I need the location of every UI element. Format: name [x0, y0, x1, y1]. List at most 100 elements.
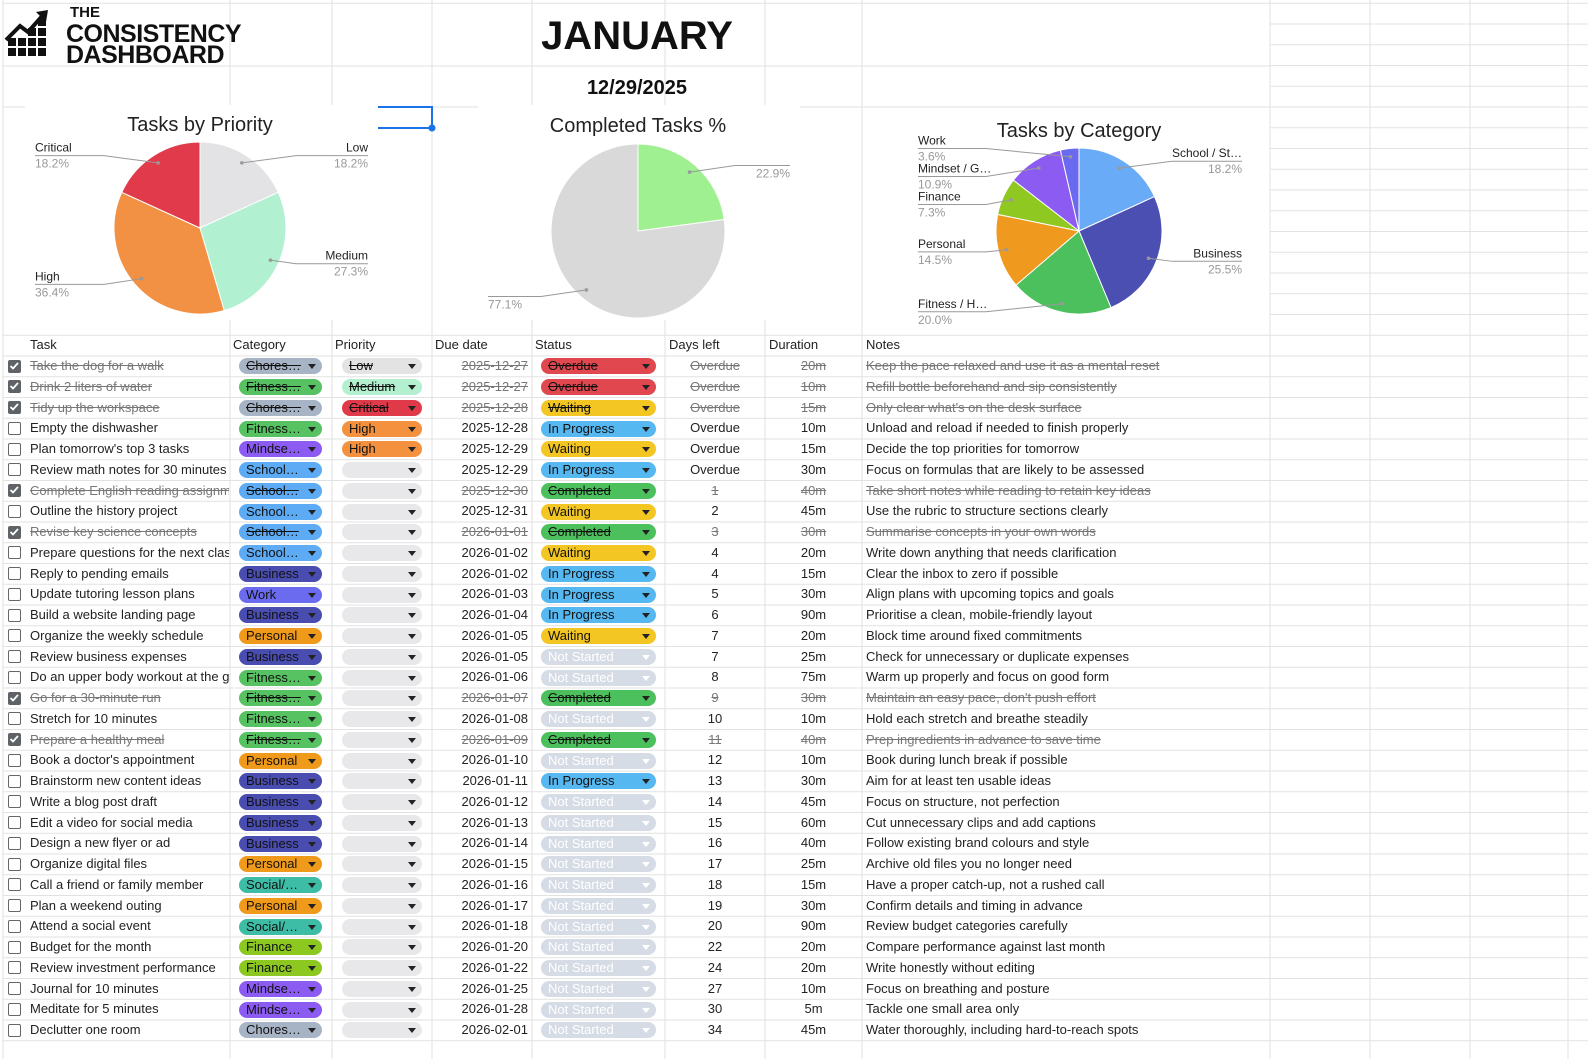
- dropdown-arrow[interactable]: [642, 800, 650, 806]
- dropdown-arrow[interactable]: [308, 385, 316, 391]
- dropdown-arrow[interactable]: [408, 924, 416, 930]
- priority-chip[interactable]: [342, 773, 422, 790]
- category-chip[interactable]: Mindse…: [239, 441, 322, 458]
- dropdown-arrow[interactable]: [642, 530, 650, 536]
- checkbox[interactable]: [8, 463, 21, 477]
- dropdown-arrow[interactable]: [408, 717, 416, 723]
- checkbox[interactable]: [8, 774, 21, 788]
- dropdown-arrow[interactable]: [642, 862, 650, 868]
- dropdown-arrow[interactable]: [642, 696, 650, 702]
- dropdown-arrow[interactable]: [408, 447, 416, 453]
- checkbox[interactable]: [8, 795, 21, 809]
- priority-chip[interactable]: High: [342, 441, 422, 458]
- category-chip[interactable]: Personal: [239, 752, 322, 769]
- category-chip[interactable]: Business: [239, 814, 322, 831]
- checkbox[interactable]: [8, 753, 21, 767]
- dropdown-arrow[interactable]: [642, 945, 650, 951]
- dropdown-arrow[interactable]: [642, 924, 650, 930]
- category-chip[interactable]: Chores…: [239, 358, 322, 375]
- dropdown-arrow[interactable]: [642, 654, 650, 660]
- dropdown-arrow[interactable]: [408, 405, 416, 411]
- category-chip[interactable]: School…: [239, 482, 322, 499]
- dropdown-arrow[interactable]: [308, 1028, 316, 1034]
- dropdown-arrow[interactable]: [642, 634, 650, 640]
- status-chip[interactable]: Completed: [541, 524, 656, 541]
- checkbox[interactable]: [8, 650, 21, 663]
- priority-chip[interactable]: [342, 545, 422, 562]
- dropdown-arrow[interactable]: [408, 1028, 416, 1034]
- dropdown-arrow[interactable]: [642, 883, 650, 889]
- status-chip[interactable]: Waiting: [541, 545, 656, 562]
- checkbox[interactable]: [8, 836, 21, 850]
- status-chip[interactable]: Completed: [541, 731, 656, 748]
- dropdown-arrow[interactable]: [642, 592, 650, 598]
- dropdown-arrow[interactable]: [642, 820, 650, 826]
- dropdown-arrow[interactable]: [408, 571, 416, 577]
- category-chip[interactable]: Fitness…: [239, 711, 322, 728]
- dropdown-arrow[interactable]: [308, 841, 316, 847]
- dropdown-arrow[interactable]: [642, 385, 650, 391]
- dropdown-arrow[interactable]: [642, 364, 650, 370]
- checkbox[interactable]: [8, 525, 21, 539]
- priority-chip[interactable]: [342, 628, 422, 645]
- checkbox[interactable]: [8, 608, 21, 622]
- dropdown-arrow[interactable]: [642, 426, 650, 432]
- dropdown-arrow[interactable]: [308, 924, 316, 930]
- category-chip[interactable]: Fitness…: [239, 690, 322, 707]
- status-chip[interactable]: Not Started: [541, 711, 656, 728]
- dropdown-arrow[interactable]: [308, 1007, 316, 1013]
- checkbox[interactable]: [8, 857, 21, 871]
- status-chip[interactable]: Overdue: [541, 379, 656, 396]
- category-chip[interactable]: Business: [239, 835, 322, 852]
- status-chip[interactable]: Not Started: [541, 1022, 656, 1039]
- dropdown-arrow[interactable]: [408, 800, 416, 806]
- dropdown-arrow[interactable]: [642, 779, 650, 785]
- category-chip[interactable]: Mindse…: [239, 980, 322, 997]
- checkbox[interactable]: [8, 961, 21, 975]
- status-chip[interactable]: Not Started: [541, 794, 656, 811]
- priority-chip[interactable]: Low: [342, 358, 422, 375]
- dropdown-arrow[interactable]: [308, 405, 316, 411]
- dropdown-arrow[interactable]: [642, 613, 650, 619]
- dropdown-arrow[interactable]: [408, 364, 416, 370]
- status-chip[interactable]: In Progress: [541, 565, 656, 582]
- dropdown-arrow[interactable]: [408, 696, 416, 702]
- checkbox[interactable]: [8, 1023, 21, 1037]
- checkbox[interactable]: [8, 691, 21, 705]
- category-chip[interactable]: Fitness…: [239, 379, 322, 396]
- priority-chip[interactable]: [342, 794, 422, 811]
- status-chip[interactable]: Waiting: [541, 399, 656, 416]
- checkbox[interactable]: [8, 816, 21, 829]
- checkbox[interactable]: [8, 401, 21, 414]
- dropdown-arrow[interactable]: [642, 468, 650, 474]
- dropdown-arrow[interactable]: [308, 551, 316, 557]
- category-chip[interactable]: School…: [239, 545, 322, 562]
- dropdown-arrow[interactable]: [642, 675, 650, 681]
- checkbox[interactable]: [8, 899, 21, 912]
- status-chip[interactable]: Not Started: [541, 835, 656, 852]
- dropdown-arrow[interactable]: [408, 986, 416, 992]
- status-chip[interactable]: Waiting: [541, 441, 656, 458]
- dropdown-arrow[interactable]: [308, 468, 316, 474]
- dropdown-arrow[interactable]: [642, 737, 650, 743]
- status-chip[interactable]: Not Started: [541, 939, 656, 956]
- checkbox[interactable]: [8, 587, 21, 601]
- dropdown-arrow[interactable]: [308, 696, 316, 702]
- checkbox[interactable]: [8, 1002, 21, 1016]
- category-chip[interactable]: Finance: [239, 960, 322, 977]
- category-chip[interactable]: Business: [239, 565, 322, 582]
- status-chip[interactable]: Completed: [541, 482, 656, 499]
- dropdown-arrow[interactable]: [408, 883, 416, 889]
- category-chip[interactable]: Business: [239, 794, 322, 811]
- dropdown-arrow[interactable]: [308, 654, 316, 660]
- checkbox[interactable]: [8, 484, 21, 497]
- dropdown-arrow[interactable]: [642, 405, 650, 411]
- dropdown-arrow[interactable]: [408, 488, 416, 494]
- dropdown-arrow[interactable]: [642, 966, 650, 972]
- dropdown-arrow[interactable]: [308, 820, 316, 826]
- dropdown-arrow[interactable]: [642, 551, 650, 557]
- checkbox[interactable]: [8, 567, 21, 580]
- dropdown-arrow[interactable]: [642, 986, 650, 992]
- dropdown-arrow[interactable]: [642, 841, 650, 847]
- category-chip[interactable]: Social/…: [239, 918, 322, 935]
